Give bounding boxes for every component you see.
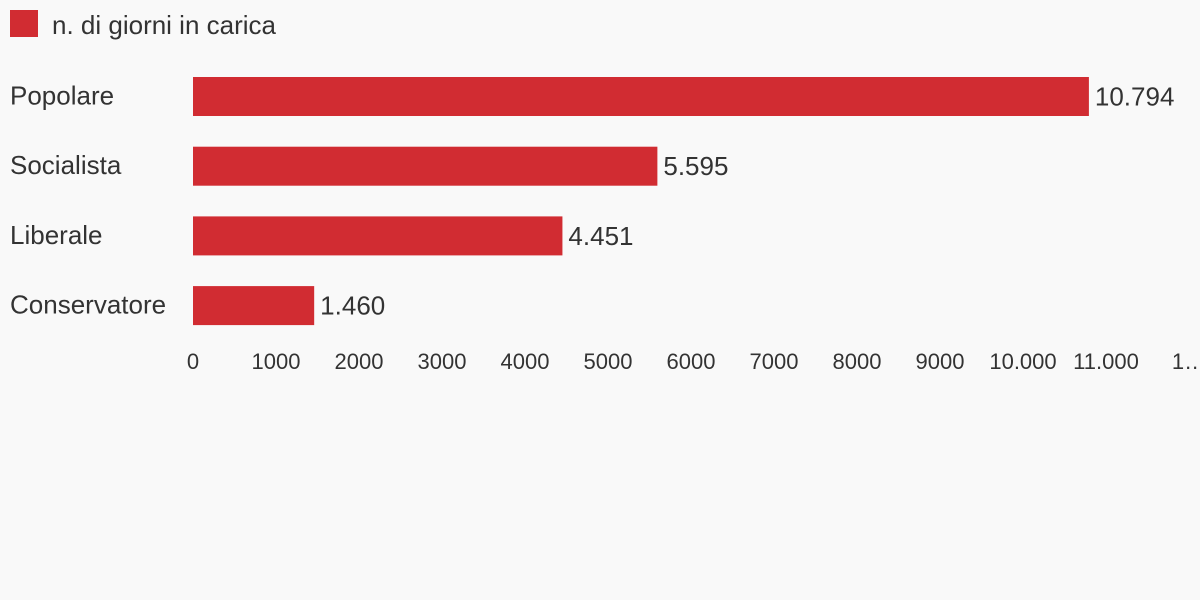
category-label: Conservatore (10, 289, 166, 319)
x-tick-label: 0 (187, 349, 199, 374)
legend-swatch (10, 10, 38, 37)
x-tick-label: 10.000 (989, 349, 1056, 374)
legend-label: n. di giorni in carica (52, 10, 277, 40)
value-label: 10.794 (1095, 81, 1175, 111)
x-tick-label: 4000 (501, 349, 550, 374)
x-tick-label: 5000 (584, 349, 633, 374)
value-label: 1.460 (320, 290, 385, 320)
x-tick-label: 11.000 (1073, 349, 1139, 374)
x-tick-label: 8000 (833, 349, 882, 374)
x-tick-label: 1000 (252, 349, 301, 374)
bar (193, 146, 658, 186)
x-tick-label: 7000 (750, 349, 799, 374)
category-label: Socialista (10, 150, 122, 180)
category-label: Liberale (10, 220, 103, 250)
bar (193, 77, 1089, 116)
x-tick-label: 9000 (916, 349, 965, 374)
x-tick-label: 6000 (667, 349, 716, 374)
bar (193, 286, 315, 326)
value-label: 5.595 (663, 151, 728, 181)
value-label: 4.451 (568, 221, 633, 251)
category-label: Popolare (10, 80, 114, 110)
x-tick-label: 2000 (335, 349, 384, 374)
x-tick-label: 3000 (418, 349, 467, 374)
bar (193, 216, 563, 256)
x-tick-label: 1… (1172, 349, 1200, 374)
